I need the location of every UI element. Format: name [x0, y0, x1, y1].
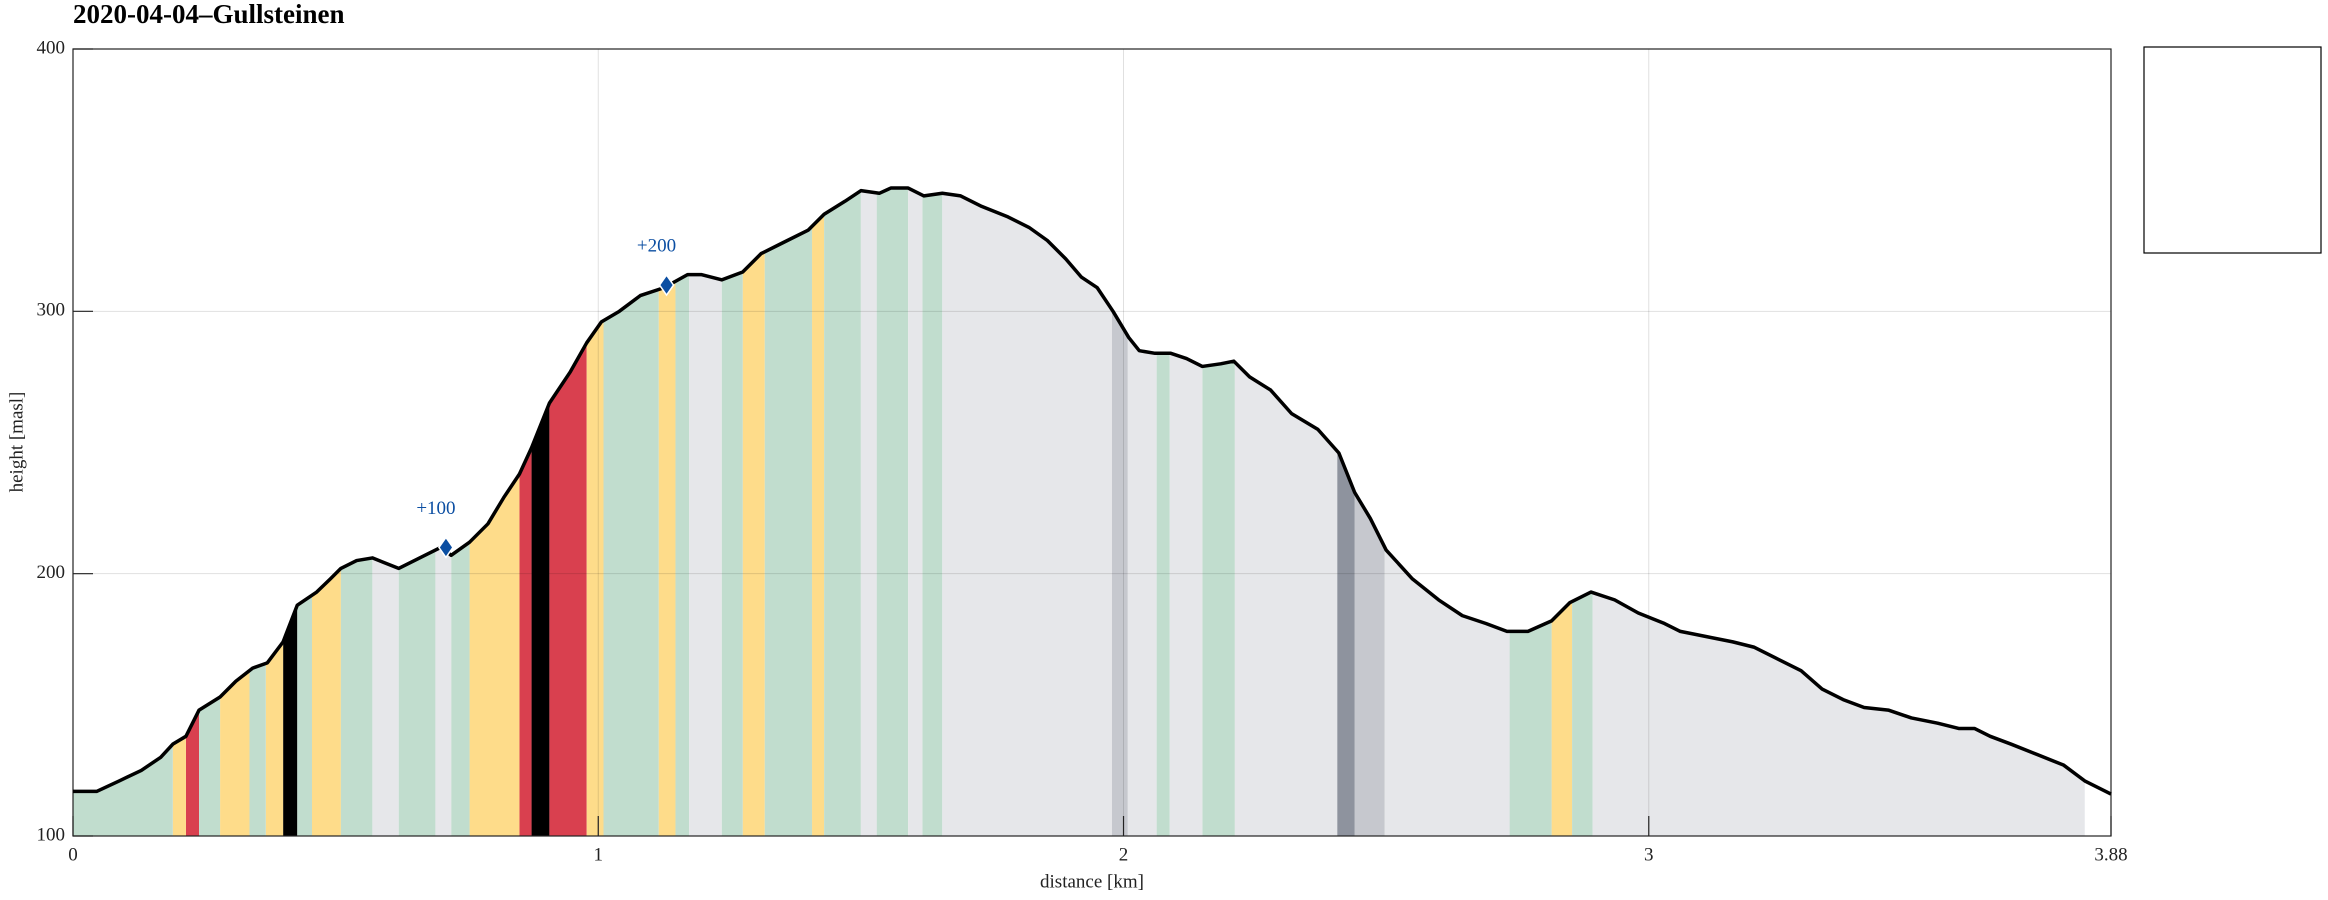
x-tick-label: 3.88 — [2094, 844, 2127, 865]
hm-marker — [658, 273, 675, 297]
slope-band — [742, 188, 765, 836]
slope-band — [922, 188, 943, 836]
x-tick-label: 2 — [1119, 844, 1129, 865]
x-tick-label: 1 — [594, 844, 604, 865]
profile-line — [73, 186, 2112, 796]
legend-box — [2143, 46, 2322, 254]
slope-band — [812, 188, 825, 836]
chart-title: 2020-04-04–Gullsteinen — [73, 0, 345, 29]
marker-label: +100 — [416, 498, 455, 519]
slope-band — [658, 188, 676, 836]
slope-band — [876, 188, 909, 836]
y-tick-label: 100 — [37, 824, 66, 845]
slope-band — [942, 188, 1112, 836]
slope-band — [675, 188, 690, 836]
slope-band — [860, 188, 877, 836]
slope-band — [721, 188, 743, 836]
slope-band — [689, 188, 722, 836]
slope-band — [586, 188, 604, 836]
slope-band — [824, 188, 861, 836]
y-tick-label: 200 — [37, 562, 66, 583]
x-tick-label: 0 — [68, 844, 78, 865]
x-tick-label: 3 — [1644, 844, 1654, 865]
y-axis-label: height [masl] — [6, 392, 27, 493]
hm-marker — [438, 536, 454, 559]
slope-band — [908, 188, 923, 836]
plot-frame — [72, 48, 2112, 837]
marker-label: +200 — [637, 235, 676, 256]
slope-band — [764, 188, 813, 836]
x-axis-label: distance [km] — [1040, 871, 1144, 892]
slope-band — [1111, 188, 1128, 836]
y-tick-label: 400 — [37, 37, 66, 58]
y-tick-label: 300 — [37, 300, 66, 321]
